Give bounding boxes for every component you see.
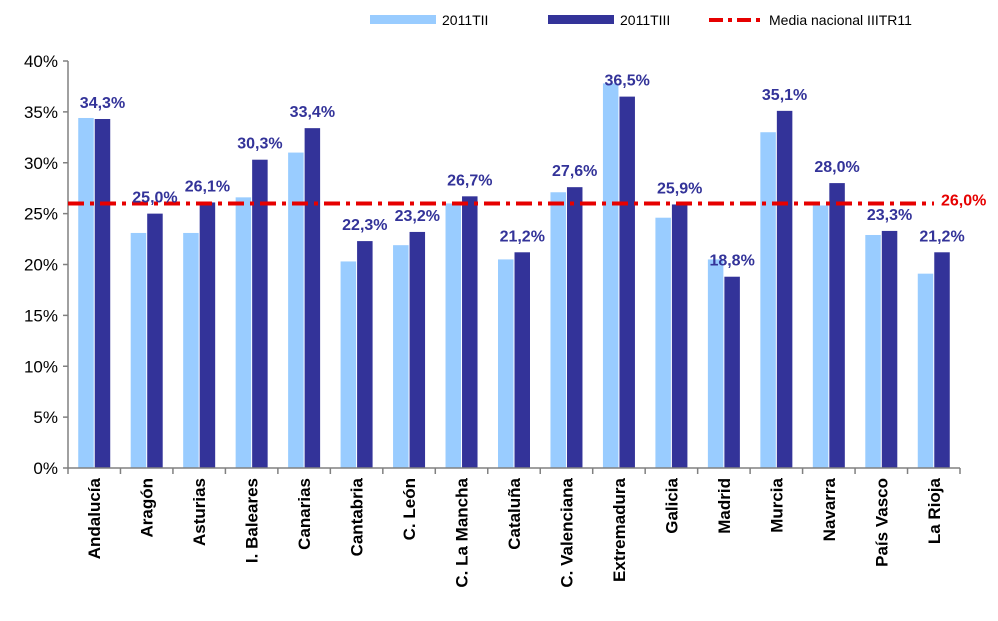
- data-label: 21,2%: [919, 228, 964, 245]
- reference-line-label: 26,0%: [941, 192, 986, 209]
- bar-2011TII: [393, 245, 409, 468]
- x-category-label: Canarias: [295, 478, 314, 550]
- bar-2011TIII: [409, 231, 426, 468]
- legend-item-2011tiii: 2011TIII: [548, 12, 670, 28]
- bar-2011TIII: [147, 213, 163, 468]
- x-category-label: C. La Mancha: [453, 477, 472, 587]
- data-label: 34,3%: [80, 95, 125, 112]
- bar-2011TIII: [776, 110, 793, 469]
- x-category-label: C. León: [400, 478, 419, 540]
- bar-2011TII: [602, 83, 619, 468]
- x-axis: Andalucía Aragón Asturias I. Baleares Canari…: [67, 467, 961, 588]
- bar-2011TIII: [199, 202, 216, 468]
- bar-2011TII: [760, 132, 776, 468]
- y-tick-label: 10%: [24, 357, 58, 376]
- bar-2011TIII: [619, 96, 635, 469]
- bar-2011TII: [288, 152, 304, 468]
- data-label: 21,2%: [500, 228, 545, 245]
- bar-2011TII: [917, 273, 934, 468]
- y-tick-label: 20%: [24, 256, 58, 275]
- legend-swatch: [548, 15, 614, 24]
- legend-swatch: [370, 15, 436, 24]
- bar-2011TIII: [881, 230, 898, 468]
- bar-2011TIII: [94, 118, 111, 468]
- data-label: 28,0%: [814, 159, 859, 176]
- bar-2011TIII: [724, 276, 740, 468]
- bar-2011TIII: [566, 187, 583, 469]
- data-label: 18,8%: [709, 253, 754, 270]
- bar-2011TIII: [514, 252, 530, 468]
- bar-2011TII: [498, 259, 514, 468]
- x-category-label: Navarra: [820, 477, 839, 541]
- x-category-label: Cantabria: [348, 477, 367, 556]
- legend: 2011TII 2011TIII Media nacional IIITR11: [370, 12, 912, 28]
- x-category-label: Aragón: [138, 478, 157, 538]
- y-tick-label: 30%: [24, 154, 58, 173]
- data-label: 30,3%: [237, 136, 282, 153]
- bar-2011TIII: [462, 196, 478, 468]
- data-label: 33,4%: [290, 104, 335, 121]
- data-label: 22,3%: [342, 217, 387, 234]
- bar-2011TIII: [671, 204, 688, 468]
- y-axis: 0% 5% 10% 15% 20% 25% 30% 35% 40%: [24, 52, 69, 478]
- bar-2011TII: [235, 197, 252, 468]
- data-label: 35,1%: [762, 87, 807, 104]
- y-tick-label: 0%: [33, 459, 58, 478]
- x-category-label: Asturias: [190, 478, 209, 546]
- data-label: 26,7%: [447, 172, 492, 189]
- bars: [78, 83, 950, 469]
- bar-2011TIII: [252, 159, 268, 468]
- data-label: 23,3%: [867, 207, 912, 224]
- y-tick-label: 40%: [24, 52, 58, 71]
- data-label: 27,6%: [552, 163, 597, 180]
- data-labels: 34,3% 25,0% 26,1% 30,3% 33,4% 22,3% 23,2% 26,7%…: [80, 73, 965, 270]
- data-label: 26,1%: [185, 178, 230, 195]
- bar-2011TIII: [934, 252, 950, 468]
- x-category-label: Murcia: [767, 477, 786, 532]
- data-label: 36,5%: [605, 73, 650, 90]
- bar-2011TII: [445, 203, 462, 468]
- x-category-label: C. Valenciana: [557, 477, 576, 587]
- legend-item-media-nacional: Media nacional IIITR11: [709, 12, 912, 28]
- legend-label: Media nacional IIITR11: [769, 12, 912, 28]
- bar-2011TII: [550, 192, 566, 468]
- x-category-label: Cataluña: [505, 477, 524, 549]
- bar-2011TII: [707, 259, 724, 468]
- y-tick-label: 15%: [24, 306, 58, 325]
- x-category-label: Andalucía: [85, 477, 104, 559]
- legend-label: 2011TII: [442, 12, 488, 28]
- x-category-label: Galicia: [662, 477, 681, 533]
- bar-2011TII: [812, 205, 829, 469]
- legend-label: 2011TIII: [620, 12, 670, 28]
- bar-2011TIII: [304, 128, 321, 468]
- y-tick-label: 35%: [24, 103, 58, 122]
- data-label: 25,0%: [132, 190, 177, 207]
- x-category-label: País Vasco: [872, 478, 891, 567]
- bar-2011TII: [865, 234, 881, 468]
- x-category-label: I. Baleares: [243, 478, 262, 563]
- reference-line: 26,0%: [68, 192, 986, 209]
- bar-2011TII: [340, 261, 357, 468]
- x-category-label: La Rioja: [925, 477, 944, 544]
- bar-2011TII: [655, 217, 671, 468]
- data-label: 25,9%: [657, 180, 702, 197]
- x-category-label: Extremadura: [610, 477, 629, 581]
- legend-item-2011tii: 2011TII: [370, 12, 488, 28]
- bar-2011TIII: [357, 241, 373, 468]
- bar-2011TIII: [829, 183, 845, 468]
- data-label: 23,2%: [395, 208, 440, 225]
- bar-2011TII: [183, 232, 199, 468]
- x-category-label: Madrid: [715, 478, 734, 534]
- bar-2011TII: [78, 117, 94, 468]
- y-tick-label: 25%: [24, 205, 58, 224]
- y-tick-label: 5%: [33, 408, 58, 427]
- bar-2011TII: [130, 232, 147, 468]
